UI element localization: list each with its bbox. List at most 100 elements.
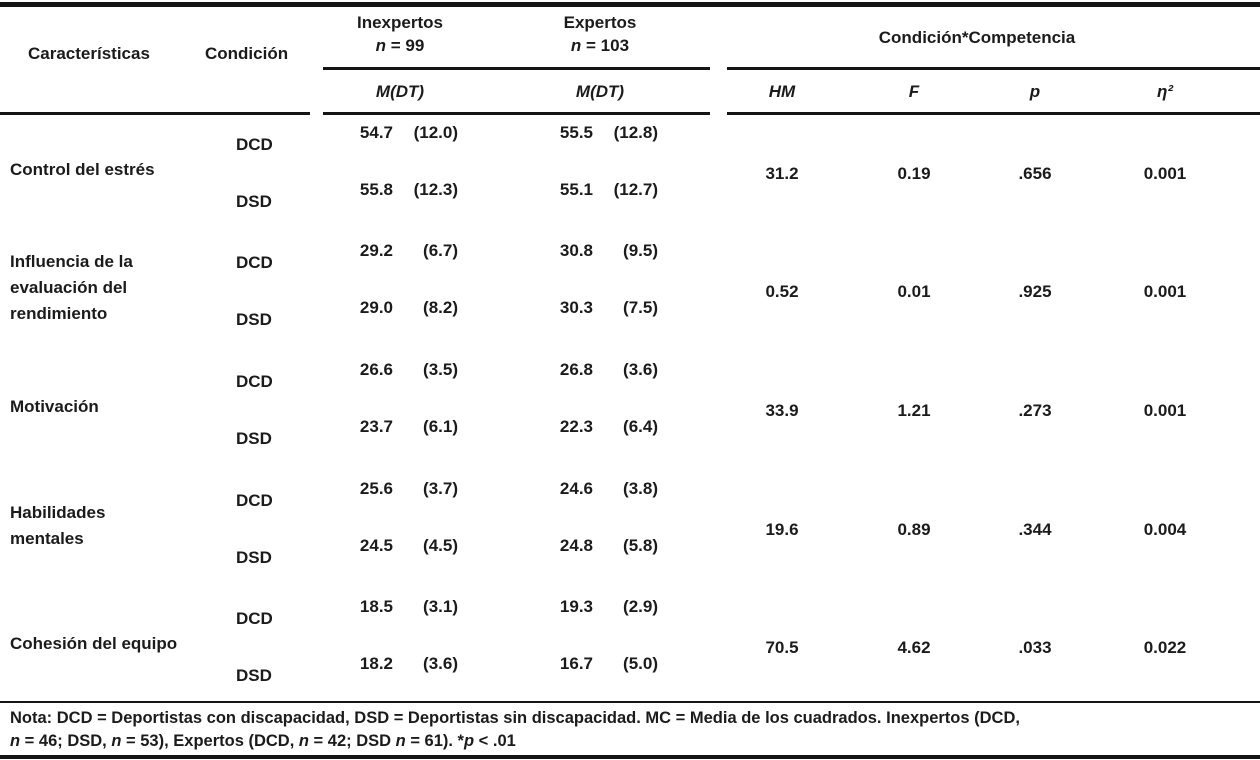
sd-value: (3.5) <box>423 360 458 379</box>
sd-value: (4.5) <box>423 536 458 555</box>
condition-label-dcd: DCD <box>236 135 273 154</box>
mean-value: 55.5 <box>559 123 593 142</box>
condition-label-dsd: DSD <box>236 666 272 685</box>
cell-f: 4.62 <box>897 638 931 657</box>
cell-expertos-dcd: 24.6 (3.8) <box>547 479 658 499</box>
top-rule <box>0 2 1260 7</box>
cell-hm: 31.2 <box>765 164 799 183</box>
sd-value: (5.8) <box>623 536 658 555</box>
sd-value: (5.0) <box>623 654 658 673</box>
subheader-hm: HM <box>768 82 796 101</box>
cell-p: .656 <box>1018 164 1052 183</box>
mean-value: 26.8 <box>559 360 593 379</box>
cell-inexpertos-dcd: 26.6 (3.5) <box>347 360 458 380</box>
cell-expertos-dsd: 16.7 (5.0) <box>547 654 658 674</box>
cell-p: .273 <box>1018 401 1052 420</box>
cell-expertos-dcd: 30.8 (9.5) <box>547 241 658 261</box>
header-group-inexpertos: Inexpertos n = 99 <box>330 11 470 57</box>
note-line-2: n = 46; DSD, n = 53), Expertos (DCD, n =… <box>10 732 516 750</box>
header-caracteristicas: Características <box>28 44 150 63</box>
condition-label-dsd: DSD <box>236 548 272 567</box>
mean-value: 24.6 <box>559 479 593 498</box>
subheader-rule-right <box>727 112 1260 115</box>
table-note: Nota: DCD = Deportistas con discapacidad… <box>10 707 1256 753</box>
group-rule-samples <box>323 67 710 70</box>
cell-expertos-dcd: 19.3 (2.9) <box>547 597 658 617</box>
header-inexpertos-label: Inexpertos <box>357 13 443 32</box>
header-condicion: Condición <box>205 44 289 63</box>
sd-value: (3.1) <box>423 597 458 616</box>
cell-expertos-dcd: 55.5 (12.8) <box>547 123 658 143</box>
cell-hm: 33.9 <box>765 401 799 420</box>
cell-hm: 19.6 <box>765 520 799 539</box>
sd-value: (3.7) <box>423 479 458 498</box>
table-row: Cohesión del equipo DCD DSD 18.5 (3.1) 1… <box>0 592 1260 708</box>
cell-hm: 0.52 <box>765 282 799 301</box>
mean-value: 24.8 <box>559 536 593 555</box>
sd-value: (3.8) <box>623 479 658 498</box>
cell-p: .033 <box>1018 638 1052 657</box>
condition-label-dcd: DCD <box>236 253 273 272</box>
table-row: Habilidades mentales DCD DSD 25.6 (3.7) … <box>0 474 1260 590</box>
header-expertos-label: Expertos <box>563 13 637 32</box>
header-group-expertos: Expertos n = 103 <box>530 11 670 57</box>
row-characteristic: Control del estrés <box>10 160 155 179</box>
condition-label-dsd: DSD <box>236 429 272 448</box>
row-characteristic: Motivación <box>10 397 99 416</box>
mean-value: 30.3 <box>559 298 593 317</box>
cell-p: .344 <box>1018 520 1052 539</box>
sd-value: (9.5) <box>623 241 658 260</box>
condition-label-dcd: DCD <box>236 372 273 391</box>
cell-inexpertos-dcd: 25.6 (3.7) <box>347 479 458 499</box>
sd-value: (12.0) <box>413 123 458 142</box>
row-characteristic: Habilidades mentales <box>10 503 106 548</box>
sd-value: (6.1) <box>423 417 458 436</box>
cell-expertos-dsd: 30.3 (7.5) <box>547 298 658 318</box>
mean-value: 25.6 <box>359 479 393 498</box>
condition-label-dcd: DCD <box>236 491 273 510</box>
cell-inexpertos-dsd: 55.8 (12.3) <box>347 180 458 200</box>
cell-f: 0.01 <box>897 282 931 301</box>
header-expertos-n: n = 103 <box>570 36 630 55</box>
cell-inexpertos-dsd: 18.2 (3.6) <box>347 654 458 674</box>
sd-value: (12.3) <box>413 180 458 199</box>
row-characteristic: Cohesión del equipo <box>10 634 178 653</box>
cell-f: 0.19 <box>897 164 931 183</box>
cell-expertos-dcd: 26.8 (3.6) <box>547 360 658 380</box>
cell-f: 1.21 <box>897 401 931 420</box>
cell-inexpertos-dcd: 18.5 (3.1) <box>347 597 458 617</box>
mean-value: 55.1 <box>559 180 593 199</box>
sd-value: (8.2) <box>423 298 458 317</box>
subheader-f: F <box>908 82 920 101</box>
mean-value: 23.7 <box>359 417 393 436</box>
note-rule <box>0 701 1260 703</box>
cell-inexpertos-dsd: 24.5 (4.5) <box>347 536 458 556</box>
bottom-rule <box>0 755 1260 759</box>
mean-value: 29.0 <box>359 298 393 317</box>
mean-value: 24.5 <box>359 536 393 555</box>
table-row: Motivación DCD DSD 26.6 (3.5) 26.8 (3.6)… <box>0 355 1260 471</box>
cell-eta2: 0.022 <box>1143 638 1187 657</box>
sd-value: (12.8) <box>613 123 658 142</box>
note-line-1: Nota: DCD = Deportistas con discapacidad… <box>10 709 1020 727</box>
subheader-mdt-inexpertos: M(DT) <box>375 82 425 101</box>
mean-value: 30.8 <box>559 241 593 260</box>
table-row: Influencia de la evaluación del rendimie… <box>0 236 1260 352</box>
table-row: Control del estrés DCD DSD 54.7 (12.0) 5… <box>0 118 1260 234</box>
cell-inexpertos-dcd: 54.7 (12.0) <box>347 123 458 143</box>
mean-value: 18.2 <box>359 654 393 673</box>
mean-value: 22.3 <box>559 417 593 436</box>
condition-label-dsd: DSD <box>236 310 272 329</box>
mean-value: 55.8 <box>359 180 393 199</box>
subheader-rule-center <box>323 112 710 115</box>
sd-value: (7.5) <box>623 298 658 317</box>
subheader-eta2: η² <box>1156 82 1174 101</box>
mean-value: 54.7 <box>359 123 393 142</box>
sd-value: (6.7) <box>423 241 458 260</box>
cell-expertos-dsd: 24.8 (5.8) <box>547 536 658 556</box>
sd-value: (3.6) <box>623 360 658 379</box>
subheader-p: p <box>1029 82 1041 101</box>
sd-value: (6.4) <box>623 417 658 436</box>
header-inexpertos-n: n = 99 <box>375 36 425 55</box>
mean-value: 18.5 <box>359 597 393 616</box>
